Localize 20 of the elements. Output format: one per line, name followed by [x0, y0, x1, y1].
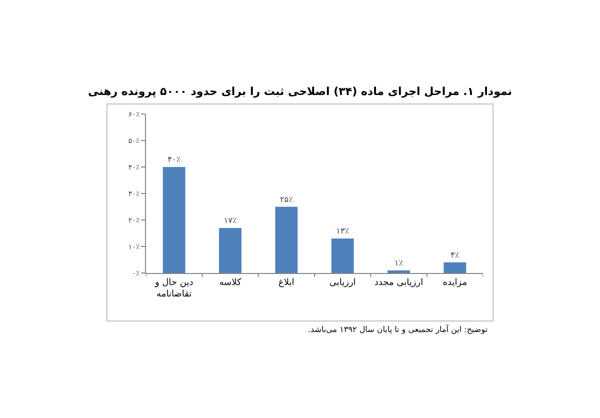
text: توضیح: این آمار تجمیعی و تا پایان سال ۱۳۹۲ می‌باشد.: [308, 324, 488, 334]
x-tick-label: دین حال و تقاضانامه: [154, 278, 194, 300]
x-tick-label: ابلاغ: [278, 278, 294, 288]
x-tick-label: ارزیابی مجدد: [374, 278, 424, 288]
bar: [388, 270, 410, 273]
x-tick-label: مزایده: [442, 278, 468, 288]
chart-title: نمودار ۱. مراحل اجرای ماده (۳۴) اصلاحی ثبت را برای حدود ۵۰۰۰ پرونده رهنی: [88, 84, 512, 98]
bar: [219, 228, 242, 273]
x-tick-label: ارزیابی: [329, 278, 356, 288]
bar: [444, 262, 466, 273]
bar: [331, 238, 354, 273]
data-label: ۱٪: [394, 258, 404, 268]
x-tick-label: کلاسه: [219, 278, 242, 288]
data-label: ۱۳٪: [336, 226, 350, 236]
data-label: ۴۰٪: [168, 155, 181, 164]
bar: [162, 167, 186, 273]
bar: [275, 206, 298, 273]
data-label: ۲۵٪: [280, 194, 293, 204]
data-label: ۱۷٪: [224, 216, 237, 225]
data-label: ۴٪: [450, 250, 460, 260]
